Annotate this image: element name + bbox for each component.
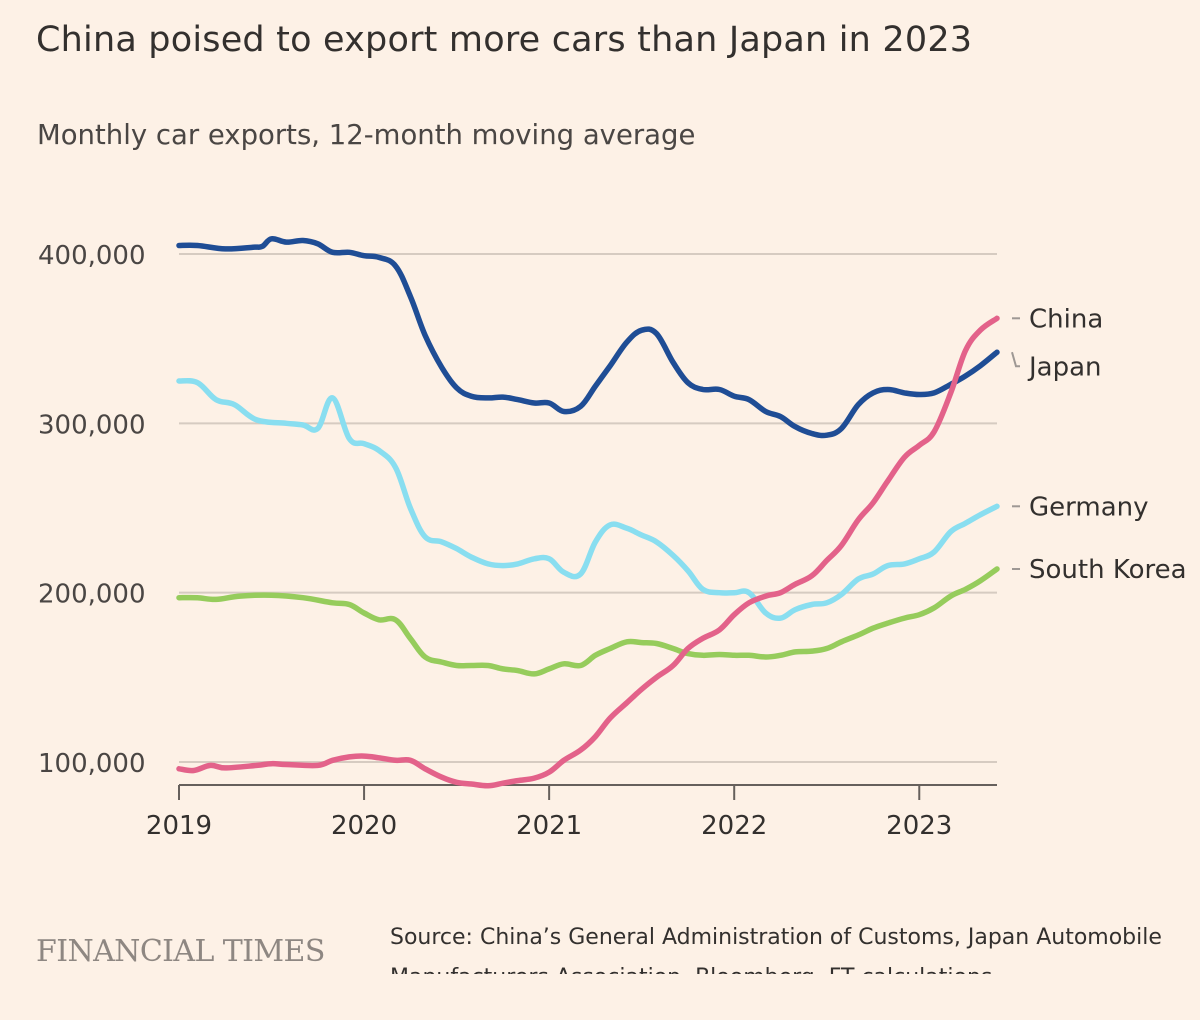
x-tick-label: 2021 [516, 811, 582, 841]
series-line-china [176, 315, 1000, 789]
chart-subtitle: Monthly car exports, 12-month moving ave… [37, 119, 696, 151]
y-tick-label: 100,000 [38, 749, 146, 779]
gridlines [179, 253, 997, 763]
x-tick-label: 2023 [886, 811, 952, 841]
series-line-germany [176, 377, 1000, 621]
series-line-japan [176, 235, 1000, 439]
source-note: Source: China’s General Administration o… [390, 925, 1162, 974]
x-tick-label: 2019 [146, 811, 212, 841]
y-axis-tick-labels: 100,000 200,000 300,000 400,000 [38, 241, 146, 779]
series-line-south-korea [176, 566, 1000, 677]
series-label-connector [1011, 351, 1020, 368]
series-label-japan: Japan [1027, 352, 1102, 382]
series-label-china: China [1029, 304, 1103, 334]
y-tick-label: 300,000 [38, 410, 146, 440]
series-label-germany: Germany [1029, 492, 1149, 522]
y-tick-label: 400,000 [38, 241, 146, 271]
y-tick-label: 200,000 [38, 580, 146, 610]
x-axis: 2019 2020 2021 2022 2023 [146, 784, 997, 841]
series-lines [176, 235, 1000, 789]
series-label-south-korea: South Korea [1029, 555, 1187, 585]
chart-title: China poised to export more cars than Ja… [36, 20, 973, 60]
x-tick-label: 2022 [701, 811, 767, 841]
ft-logo: FINANCIAL TIMES [36, 934, 325, 969]
series-labels: China Japan Germany South Korea [1011, 304, 1187, 585]
x-tick-label: 2020 [331, 811, 397, 841]
